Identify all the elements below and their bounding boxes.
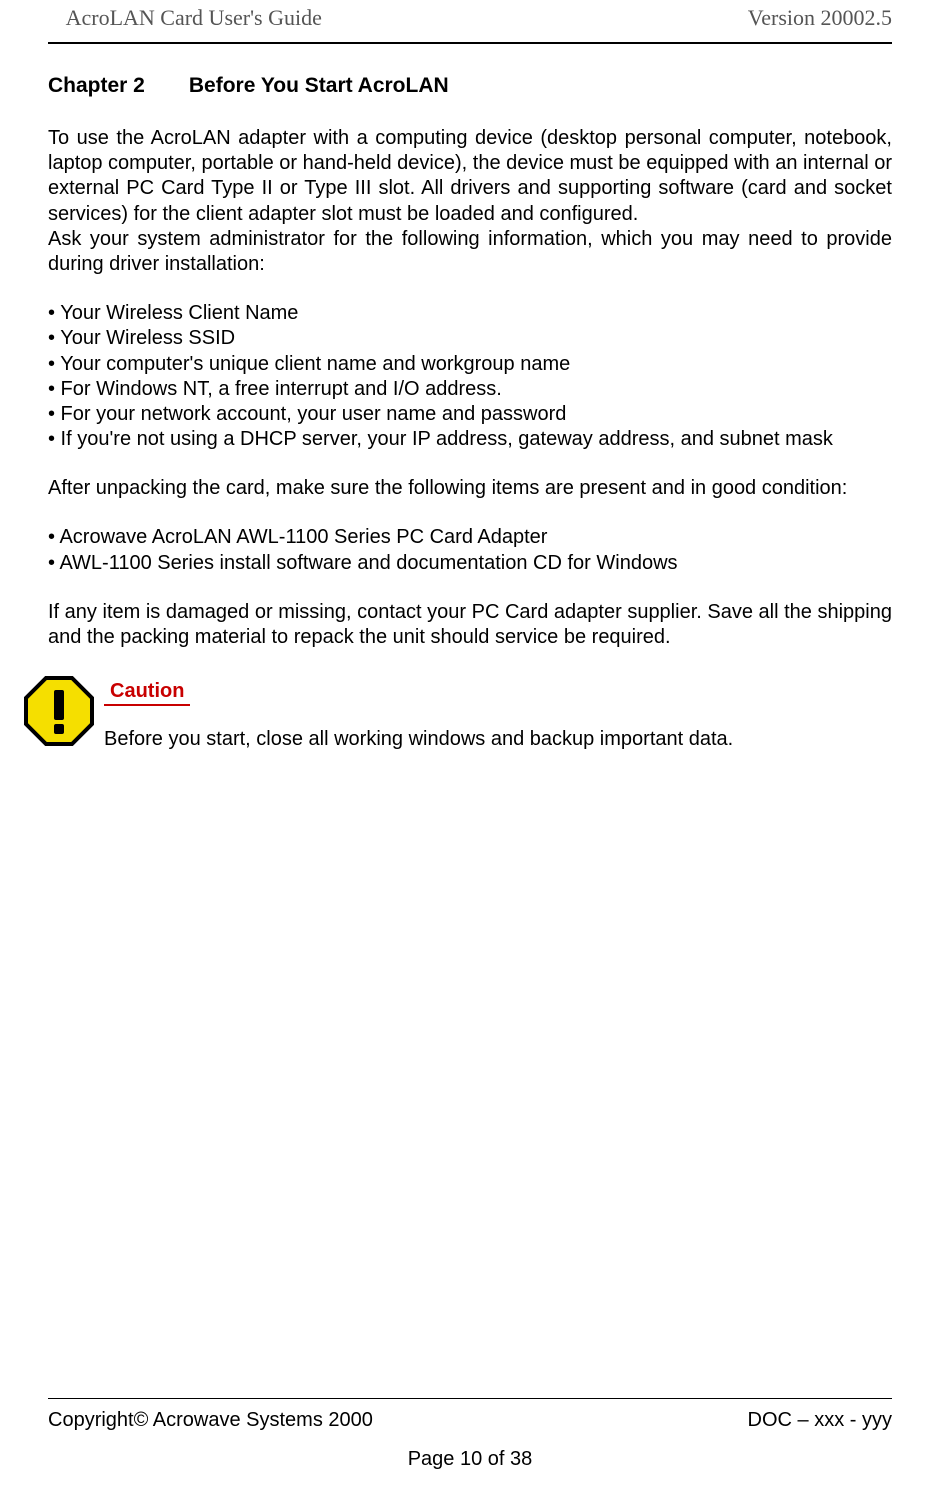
- bullet-item: • Acrowave AcroLAN AWL-1100 Series PC Ca…: [48, 525, 892, 550]
- footer-right: DOC – xxx - yyy: [748, 1409, 892, 1432]
- bullet-item: • Your Wireless Client Name: [48, 301, 892, 326]
- bullet-item: • Your Wireless SSID: [48, 326, 892, 351]
- caution-icon: [22, 674, 96, 753]
- bullet-list-2: • Acrowave AcroLAN AWL-1100 Series PC Ca…: [48, 525, 892, 575]
- footer-rule: [48, 1398, 892, 1399]
- page-footer: Copyright© Acrowave Systems 2000 DOC – x…: [48, 1398, 892, 1471]
- chapter-name: Before You Start AcroLAN: [189, 74, 449, 97]
- chapter-number: Chapter 2: [48, 74, 145, 98]
- footer-left: Copyright© Acrowave Systems 2000: [48, 1409, 373, 1432]
- bullet-list-1: • Your Wireless Client Name • Your Wirel…: [48, 301, 892, 452]
- header-rule: [48, 42, 892, 44]
- header-left: AcroLAN Card User's Guide: [48, 4, 322, 32]
- paragraph-3: After unpacking the card, make sure the …: [48, 476, 892, 501]
- page: AcroLAN Card User's Guide Version 20002…: [0, 0, 940, 1495]
- bullet-item: • For Windows NT, a free interrupt and I…: [48, 377, 892, 402]
- bullet-item: • For your network account, your user na…: [48, 402, 892, 427]
- header-right: Version 20002.5: [748, 5, 892, 31]
- bullet-item: • If you're not using a DHCP server, you…: [48, 427, 892, 452]
- caution-box: Caution Before you start, close all work…: [48, 680, 892, 766]
- paragraph-1: To use the AcroLAN adapter with a comput…: [48, 126, 892, 227]
- body-text: To use the AcroLAN adapter with a comput…: [48, 126, 892, 650]
- footer-page-number: Page 10 of 38: [48, 1448, 892, 1471]
- bullet-item: • AWL-1100 Series install software and d…: [48, 551, 892, 576]
- page-header: AcroLAN Card User's Guide Version 20002…: [48, 0, 892, 32]
- paragraph-4: If any item is damaged or missing, conta…: [48, 600, 892, 650]
- caution-text: Before you start, close all working wind…: [104, 728, 892, 751]
- caution-label: Caution: [104, 680, 190, 706]
- bullet-item: • Your computer's unique client name and…: [48, 352, 892, 377]
- paragraph-2: Ask your system administrator for the fo…: [48, 227, 892, 277]
- chapter-title: Chapter 2 Before You Start AcroLAN: [48, 74, 892, 98]
